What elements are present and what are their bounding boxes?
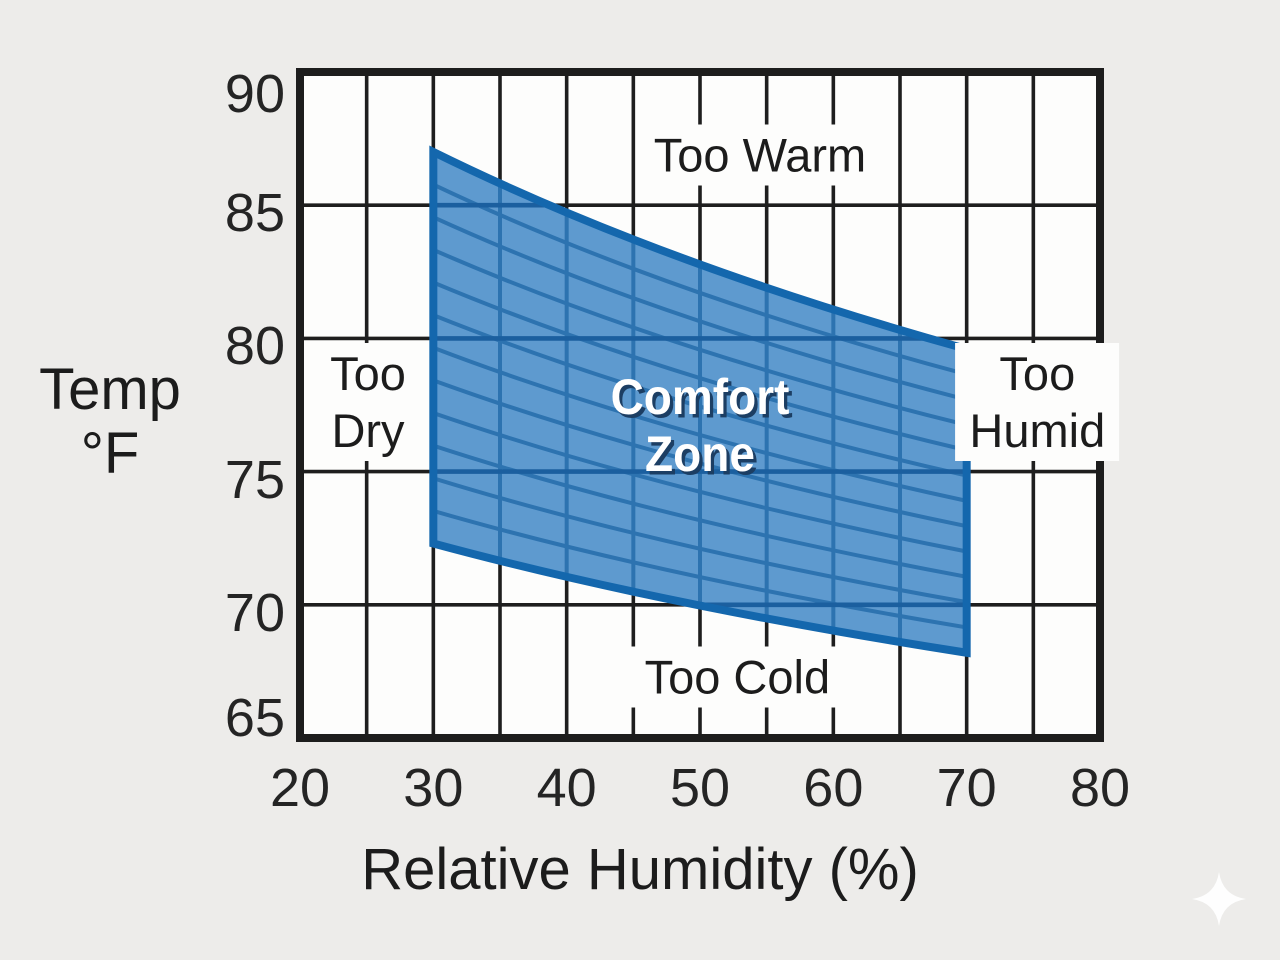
x-tick-label: 70: [936, 758, 997, 818]
x-tick-label: 80: [1069, 758, 1131, 818]
annotation-too-humid: Too Humid: [955, 343, 1120, 462]
y-axis-title-line2: °F: [80, 421, 140, 486]
x-tick-label: 40: [536, 758, 597, 818]
comfort-zone-border: [429, 145, 971, 658]
y-tick-label: 70: [224, 582, 285, 643]
y-axis-title: Temp °F: [5, 358, 215, 486]
y-tick-label: 65: [224, 688, 285, 748]
annotation-too-dry: Too Dry: [316, 343, 420, 462]
y-tick-label: 75: [224, 449, 285, 510]
x-tick-label: 30: [403, 758, 464, 818]
y-tick-label: 85: [224, 183, 285, 244]
x-tick-label: 50: [669, 758, 731, 818]
y-tick-label: 90: [224, 64, 285, 124]
annotation-too-cold: Too Cold: [630, 646, 845, 708]
annotation-too-warm: Too Warm: [639, 124, 881, 186]
x-tick-label: 60: [803, 758, 864, 818]
comfort-zone-label: Comfort Zone: [610, 369, 790, 483]
y-tick-label: 80: [224, 316, 285, 377]
sparkle-icon: [1192, 872, 1246, 926]
y-axis-title-line1: Temp: [39, 357, 181, 422]
x-axis-title: Relative Humidity (%): [361, 837, 919, 902]
x-tick-label: 20: [269, 758, 331, 818]
